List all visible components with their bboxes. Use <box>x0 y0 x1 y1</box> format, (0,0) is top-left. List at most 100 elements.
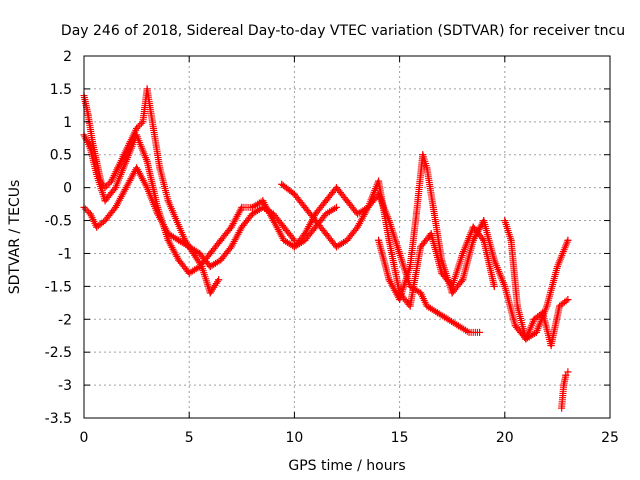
data-point <box>114 164 122 172</box>
x-tick-label: 20 <box>496 430 514 446</box>
data-point <box>101 197 109 205</box>
data-point <box>511 322 519 330</box>
data-point <box>185 269 193 277</box>
data-point <box>556 302 564 310</box>
y-tick-label: -0.5 <box>45 214 72 230</box>
data-point <box>332 203 340 211</box>
data-point <box>417 289 425 297</box>
y-tick-label: 0.5 <box>50 148 72 164</box>
data-point <box>238 203 246 211</box>
data-point <box>419 151 427 159</box>
data-point <box>560 381 568 389</box>
data-point <box>501 217 509 225</box>
data-point <box>513 302 521 310</box>
data-point <box>438 256 446 264</box>
data-point <box>322 210 330 218</box>
y-tick-label: 2 <box>63 49 72 65</box>
data-point <box>455 322 463 330</box>
y-tick-label: -1 <box>58 246 72 262</box>
data-point <box>429 203 437 211</box>
data-point <box>417 243 425 251</box>
data-point <box>122 157 130 165</box>
y-tick-label: -1.5 <box>45 279 72 295</box>
data-point <box>196 249 204 257</box>
data-point <box>375 236 383 244</box>
data-point <box>143 184 151 192</box>
data-point <box>385 276 393 284</box>
data-point <box>196 263 204 271</box>
data-point <box>423 164 431 172</box>
data-point <box>553 263 561 271</box>
data-point <box>133 164 141 172</box>
x-tick-label: 5 <box>185 430 194 446</box>
data-point <box>564 236 572 244</box>
data-point <box>290 190 298 198</box>
data-point <box>101 184 109 192</box>
data-point <box>280 236 288 244</box>
data-point <box>332 243 340 251</box>
chart-title: Day 246 of 2018, Sidereal Day-to-day VTE… <box>61 23 625 39</box>
data-point <box>543 302 551 310</box>
data-point <box>322 197 330 205</box>
data-point <box>522 335 530 343</box>
data-point <box>149 124 157 132</box>
data-point <box>501 282 509 290</box>
data-point <box>490 256 498 264</box>
y-axis-title: SDTVAR / TECUs <box>7 180 23 295</box>
data-point <box>301 203 309 211</box>
y-tick-label: -3 <box>58 378 72 394</box>
data-point <box>322 230 330 238</box>
data-point <box>86 144 94 152</box>
tick-labels: 0 5 10 15 20 25 -3.5 -3 -2.5 -2 -1.5 -1 -0.5 0 0.5 1 1.5… <box>45 49 619 446</box>
data-point <box>175 256 183 264</box>
data-point <box>564 296 572 304</box>
data-point <box>120 151 128 159</box>
data-point <box>490 282 498 290</box>
data-point <box>448 289 456 297</box>
y-tick-label: -2.5 <box>45 345 72 361</box>
x-tick-label: 15 <box>391 430 409 446</box>
data-point <box>564 368 572 376</box>
data-point <box>375 177 383 185</box>
data-point <box>547 342 555 350</box>
data-point <box>354 223 362 231</box>
y-tick-label: -2 <box>58 312 72 328</box>
data-point <box>412 210 420 218</box>
data-point <box>238 223 246 231</box>
data-point <box>278 180 286 188</box>
data-point <box>406 263 414 271</box>
data-point <box>93 223 101 231</box>
data-point <box>112 184 120 192</box>
data-point <box>154 203 162 211</box>
data-points <box>80 85 572 412</box>
y-tick-label: -3.5 <box>45 411 72 427</box>
y-tick-label: 0 <box>63 181 72 197</box>
data-point <box>217 236 225 244</box>
data-point <box>101 217 109 225</box>
data-point <box>433 309 441 317</box>
data-point <box>459 276 467 284</box>
data-point <box>143 157 151 165</box>
data-point <box>280 223 288 231</box>
data-point <box>480 217 488 225</box>
data-point <box>558 404 566 412</box>
data-point <box>364 203 372 211</box>
y-tick-label: 1.5 <box>50 82 72 98</box>
data-series <box>290 177 498 310</box>
data-point <box>206 249 214 257</box>
data-point <box>539 309 547 317</box>
data-point <box>248 210 256 218</box>
data-point <box>301 230 309 238</box>
data-point <box>469 223 477 231</box>
plot-frame <box>83 55 611 419</box>
data-point <box>423 302 431 310</box>
data-point <box>175 236 183 244</box>
data-series <box>80 85 223 297</box>
data-point <box>444 315 452 323</box>
data-point <box>133 131 141 139</box>
data-point <box>164 197 172 205</box>
data-point <box>469 236 477 244</box>
data-point <box>139 118 147 126</box>
